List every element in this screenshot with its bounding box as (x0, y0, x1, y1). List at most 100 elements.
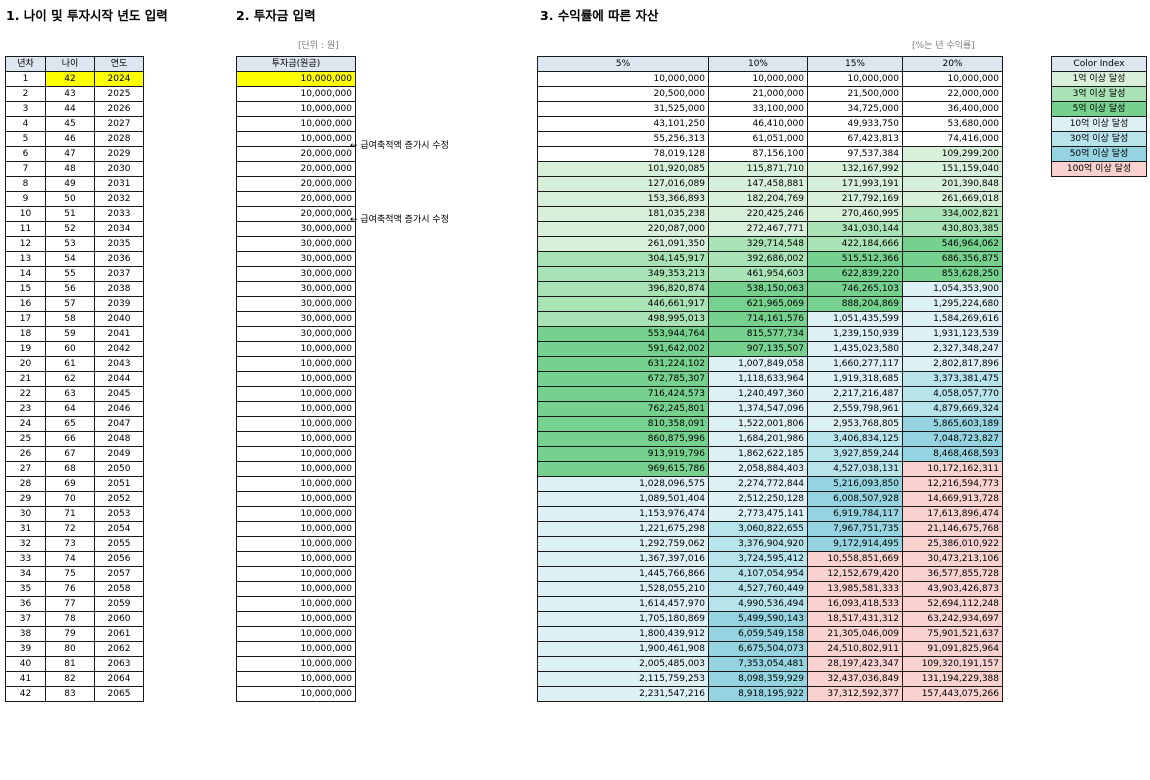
investment-cell[interactable]: 10,000,000 (236, 71, 356, 87)
year-index-cell: 18 (5, 326, 46, 342)
col-header-investment: 투자금(원금) (236, 56, 356, 72)
asset-value-cell: 349,353,213 (537, 266, 709, 282)
table-row: 10,000,000 (236, 116, 356, 132)
year-index-cell: 3 (5, 101, 46, 117)
table-row: 10,000,000 (236, 386, 356, 402)
table-row: 10,000,000 (236, 566, 356, 582)
investment-cell: 30,000,000 (236, 251, 356, 267)
year-index-cell: 20 (5, 356, 46, 372)
table-row: 31,525,000 33,100,000 34,725,000 36,400,000 (537, 101, 1003, 117)
asset-value-cell: 3,376,904,920 (708, 536, 808, 552)
table-row: 1,089,501,404 2,512,250,128 6,008,507,928 1… (537, 491, 1003, 507)
table-row: 10,000,000 (236, 416, 356, 432)
table-row: 18 59 2041 (5, 326, 144, 342)
section2-title: 2. 투자금 입력 (236, 8, 316, 23)
investment-cell: 10,000,000 (236, 356, 356, 372)
year-index-cell: 21 (5, 371, 46, 387)
asset-value-cell: 21,000,000 (708, 86, 808, 102)
color-index-item: 100억 이상 달성 (1051, 161, 1147, 177)
table-row: 10,000,000 (236, 581, 356, 597)
age-cell: 66 (45, 431, 95, 447)
year-cell: 2044 (94, 371, 144, 387)
table-row: 913,919,796 1,862,622,185 3,927,859,244 8,4… (537, 446, 1003, 462)
investment-cell: 10,000,000 (236, 536, 356, 552)
investment-cell: 20,000,000 (236, 176, 356, 192)
year-index-cell: 2 (5, 86, 46, 102)
investment-cell: 10,000,000 (236, 671, 356, 687)
asset-value-cell: 2,115,759,253 (537, 671, 709, 687)
year-index-cell: 1 (5, 71, 46, 87)
table-row: 78,019,128 87,156,100 97,537,384 109,299,20… (537, 146, 1003, 162)
color-index-row: 1억 이상 달성 (1051, 71, 1147, 87)
color-index-item: 30억 이상 달성 (1051, 131, 1147, 147)
asset-value-cell: 622,839,220 (807, 266, 903, 282)
age-cell: 57 (45, 296, 95, 312)
table-row: 41 82 2064 (5, 671, 144, 687)
age-cell: 65 (45, 416, 95, 432)
asset-value-cell: 22,000,000 (902, 86, 1003, 102)
investment-cell: 10,000,000 (236, 431, 356, 447)
asset-value-cell: 6,008,507,928 (807, 491, 903, 507)
year-cell[interactable]: 2024 (94, 71, 144, 87)
year-index-cell: 6 (5, 146, 46, 162)
table-row: 20,000,000 (236, 191, 356, 207)
age-cell: 44 (45, 101, 95, 117)
asset-value-cell: 907,135,507 (708, 341, 808, 357)
table-row: 1,445,766,866 4,107,054,954 12,152,679,420… (537, 566, 1003, 582)
table-row: 34 75 2057 (5, 566, 144, 582)
age-cell: 51 (45, 206, 95, 222)
asset-value-cell: 55,256,313 (537, 131, 709, 147)
year-cell: 2042 (94, 341, 144, 357)
asset-value-cell: 12,216,594,773 (902, 476, 1003, 492)
investment-cell: 10,000,000 (236, 566, 356, 582)
table-row: 12 53 2035 (5, 236, 144, 252)
age-cell: 55 (45, 266, 95, 282)
age-cell[interactable]: 42 (45, 71, 95, 87)
asset-value-cell: 334,002,821 (902, 206, 1003, 222)
asset-value-cell: 10,172,162,311 (902, 461, 1003, 477)
asset-value-cell: 969,615,786 (537, 461, 709, 477)
age-cell: 48 (45, 161, 95, 177)
color-index-table: Color Index 1억 이상 달성 3억 이상 달성 5억 이상 달성 10억 … (1051, 56, 1147, 177)
year-cell: 2033 (94, 206, 144, 222)
year-cell: 2038 (94, 281, 144, 297)
investment-cell: 20,000,000 (236, 161, 356, 177)
year-cell: 2039 (94, 296, 144, 312)
table-row: 631,224,102 1,007,849,058 1,660,277,117 2,8… (537, 356, 1003, 372)
year-cell: 2046 (94, 401, 144, 417)
color-index-item: 1억 이상 달성 (1051, 71, 1147, 87)
asset-value-cell: 913,919,796 (537, 446, 709, 462)
table-row: 10,000,000 10,000,000 10,000,000 10,000,000 (537, 71, 1003, 87)
year-cell: 2034 (94, 221, 144, 237)
table-row: 30,000,000 (236, 251, 356, 267)
section1-title: 1. 나이 및 투자시작 년도 입력 (6, 8, 168, 23)
year-index-cell: 7 (5, 161, 46, 177)
table-row: 1,028,096,575 2,274,772,844 5,216,093,850 1… (537, 476, 1003, 492)
asset-value-cell: 261,091,350 (537, 236, 709, 252)
table-row: 23 64 2046 (5, 401, 144, 417)
table-row: 10,000,000 (236, 671, 356, 687)
year-cell: 2028 (94, 131, 144, 147)
investment-cell: 10,000,000 (236, 656, 356, 672)
investment-cell: 10,000,000 (236, 101, 356, 117)
year-index-cell: 38 (5, 626, 46, 642)
col-header-age: 나이 (45, 56, 95, 72)
table-row: 16 57 2039 (5, 296, 144, 312)
asset-value-cell: 1,800,439,912 (537, 626, 709, 642)
asset-value-cell: 49,933,750 (807, 116, 903, 132)
year-cell: 2027 (94, 116, 144, 132)
investment-cell: 20,000,000 (236, 191, 356, 207)
color-index-item: 10억 이상 달성 (1051, 116, 1147, 132)
col-header-rate-5: 5% (537, 56, 709, 72)
asset-value-cell: 1,614,457,970 (537, 596, 709, 612)
age-cell: 71 (45, 506, 95, 522)
year-cell: 2058 (94, 581, 144, 597)
age-cell: 72 (45, 521, 95, 537)
asset-value-cell: 21,146,675,768 (902, 521, 1003, 537)
table-row: 1,800,439,912 6,059,549,158 21,305,046,009… (537, 626, 1003, 642)
year-cell: 2061 (94, 626, 144, 642)
year-index-cell: 17 (5, 311, 46, 327)
asset-value-cell: 91,091,825,964 (902, 641, 1003, 657)
investment-cell: 10,000,000 (236, 521, 356, 537)
year-cell: 2036 (94, 251, 144, 267)
